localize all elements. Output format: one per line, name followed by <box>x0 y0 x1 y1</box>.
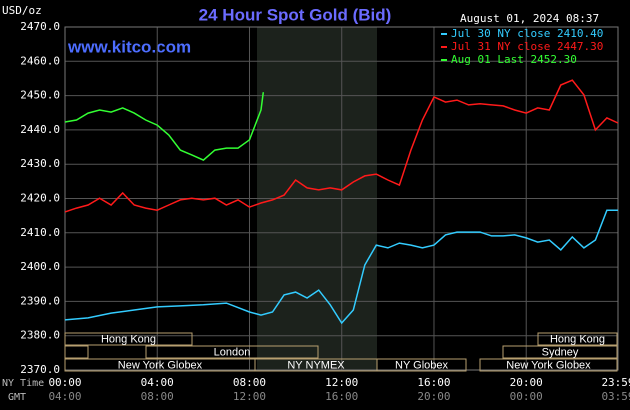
y-tick-label: 2430.0 <box>20 157 60 170</box>
gmt-tick-label: 20:00 <box>417 390 450 403</box>
session-label: Sydney <box>542 346 579 358</box>
session-label: NY NYMEX <box>287 359 345 371</box>
session-label: New York Globex <box>506 359 591 371</box>
chart-title: 24 Hour Spot Gold (Bid) <box>199 5 392 24</box>
session-label: Hong Kong <box>101 333 156 345</box>
x-tick-label: 04:00 <box>141 376 174 389</box>
y-tick-label: 2400.0 <box>20 260 60 273</box>
session-box <box>502 345 618 359</box>
unit-label: USD/oz <box>2 4 42 17</box>
y-tick-label: 2440.0 <box>20 123 60 136</box>
y-tick-label: 2450.0 <box>20 89 60 102</box>
series-line <box>64 79 619 213</box>
x-tick-label: 08:00 <box>233 376 266 389</box>
timestamp: August 01, 2024 08:37 <box>460 12 599 25</box>
x-row-label: NY Time <box>2 378 44 389</box>
y-tick-label: 2420.0 <box>20 192 60 205</box>
gmt-tick-label: 08:00 <box>141 390 174 403</box>
gmt-tick-label: 04:00 <box>48 390 81 403</box>
gmt-tick-label: 16:00 <box>325 390 358 403</box>
gmt-tick-label: 03:59 <box>601 390 630 403</box>
session-box <box>64 332 193 346</box>
gmt-tick-label: 12:00 <box>233 390 266 403</box>
session-label: NY Globex <box>395 359 448 371</box>
session-box <box>479 358 618 372</box>
y-tick-label: 2410.0 <box>20 226 60 239</box>
series-line <box>64 92 265 161</box>
legend-label: Jul 30 NY close 2410.40 <box>451 27 603 40</box>
session-box <box>376 358 467 372</box>
x-tick-label: 12:00 <box>325 376 358 389</box>
session-label: Hong Kong <box>550 333 605 345</box>
watermark: www.kitco.com <box>67 37 191 56</box>
session-box <box>537 332 618 346</box>
legend-label: Jul 31 NY close 2447.30 <box>451 40 603 53</box>
y-tick-label: 2380.0 <box>20 329 60 342</box>
gmt-tick-label: 00:00 <box>510 390 543 403</box>
session-label: New York Globex <box>118 359 203 371</box>
plot-frame <box>64 26 619 371</box>
x-row-label: GMT <box>8 392 26 403</box>
x-tick-label: 20:00 <box>510 376 543 389</box>
x-tick-label: 00:00 <box>48 376 81 389</box>
x-tick-label: 16:00 <box>417 376 450 389</box>
y-tick-label: 2470.0 <box>20 20 60 33</box>
y-tick-label: 2370.0 <box>20 363 60 376</box>
y-tick-label: 2390.0 <box>20 294 60 307</box>
x-tick-label: 23:59 <box>601 376 630 389</box>
series-line <box>64 209 618 325</box>
session-label: London <box>214 346 251 358</box>
legend-label: Aug 01 Last 2452.30 <box>451 53 577 66</box>
session-box <box>64 345 89 359</box>
session-box <box>145 345 319 359</box>
y-tick-label: 2460.0 <box>20 54 60 67</box>
